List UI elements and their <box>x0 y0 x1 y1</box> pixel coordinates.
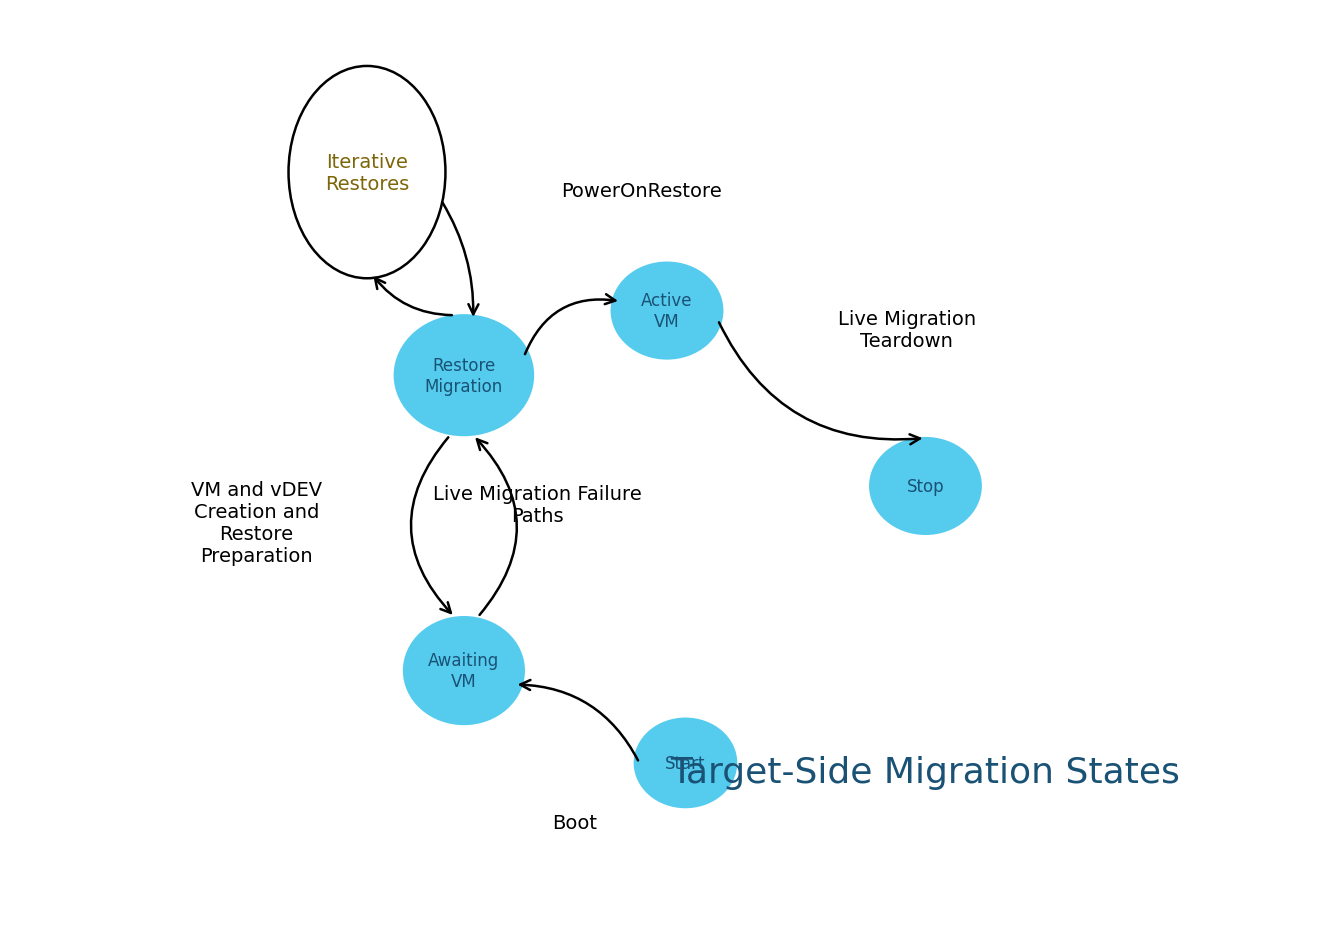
Text: Live Migration
Teardown: Live Migration Teardown <box>838 309 976 350</box>
Text: Restore
Migration: Restore Migration <box>424 357 503 395</box>
Text: Target-Side Migration States: Target-Side Migration States <box>671 755 1181 789</box>
Ellipse shape <box>395 315 534 436</box>
Text: Awaiting
VM: Awaiting VM <box>428 651 499 690</box>
Ellipse shape <box>288 66 446 279</box>
Ellipse shape <box>635 719 736 808</box>
Text: Iterative
Restores: Iterative Restores <box>325 153 410 194</box>
Text: PowerOnRestore: PowerOnRestore <box>560 182 722 201</box>
Text: Stop: Stop <box>907 477 944 495</box>
Text: Live Migration Failure
Paths: Live Migration Failure Paths <box>434 485 642 525</box>
Text: VM and vDEV
Creation and
Restore
Preparation: VM and vDEV Creation and Restore Prepara… <box>191 481 321 565</box>
Text: Boot: Boot <box>552 813 598 832</box>
Ellipse shape <box>870 438 980 534</box>
Text: Start: Start <box>666 754 706 772</box>
Text: Active
VM: Active VM <box>642 292 692 330</box>
Ellipse shape <box>404 618 524 724</box>
Ellipse shape <box>611 263 723 359</box>
